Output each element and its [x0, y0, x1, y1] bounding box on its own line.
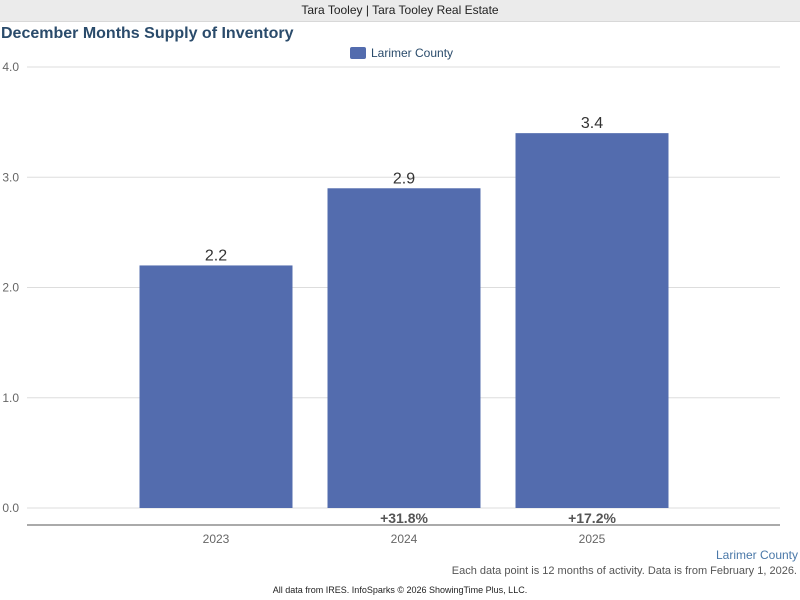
legend-swatch: [350, 47, 366, 59]
bar-value-label: 2.2: [205, 247, 227, 264]
bar: [327, 188, 481, 508]
y-axis-ticks: 0.0 1.0 2.0 3.0 4.0: [2, 60, 19, 515]
data-labels: 2.2 2.9 +31.8% 3.4 +17.2%: [205, 115, 617, 526]
x-tick-label: 2025: [579, 532, 606, 546]
y-tick-label: 1.0: [2, 391, 19, 405]
percent-change-label: +31.8%: [380, 510, 428, 526]
footnote: Each data point is 12 months of activity…: [451, 565, 797, 577]
bars: [139, 133, 669, 508]
x-tick-label: 2023: [203, 532, 230, 546]
agent-header-bar: Tara Tooley | Tara Tooley Real Estate: [0, 0, 800, 22]
chart-legend[interactable]: Larimer County: [350, 45, 453, 61]
series-name-label: Larimer County: [715, 548, 798, 562]
y-tick-label: 4.0: [2, 60, 19, 74]
chart-title: December Months Supply of Inventory: [1, 25, 294, 42]
bar: [515, 133, 669, 508]
y-tick-label: 3.0: [2, 170, 19, 184]
percent-change-label: +17.2%: [568, 510, 616, 526]
bar-value-label: 3.4: [581, 115, 603, 132]
legend-label: Larimer County: [371, 46, 454, 60]
agent-header-text: Tara Tooley | Tara Tooley Real Estate: [301, 3, 499, 17]
y-tick-label: 0.0: [2, 501, 19, 515]
y-tick-label: 2.0: [2, 281, 19, 295]
bar-value-label: 2.9: [393, 170, 415, 187]
x-tick-label: 2024: [391, 532, 418, 546]
data-credit: All data from IRES. InfoSparks © 2026 Sh…: [272, 585, 528, 595]
x-axis-ticks: 2023 2024 2025: [203, 532, 606, 546]
bar: [139, 265, 293, 508]
